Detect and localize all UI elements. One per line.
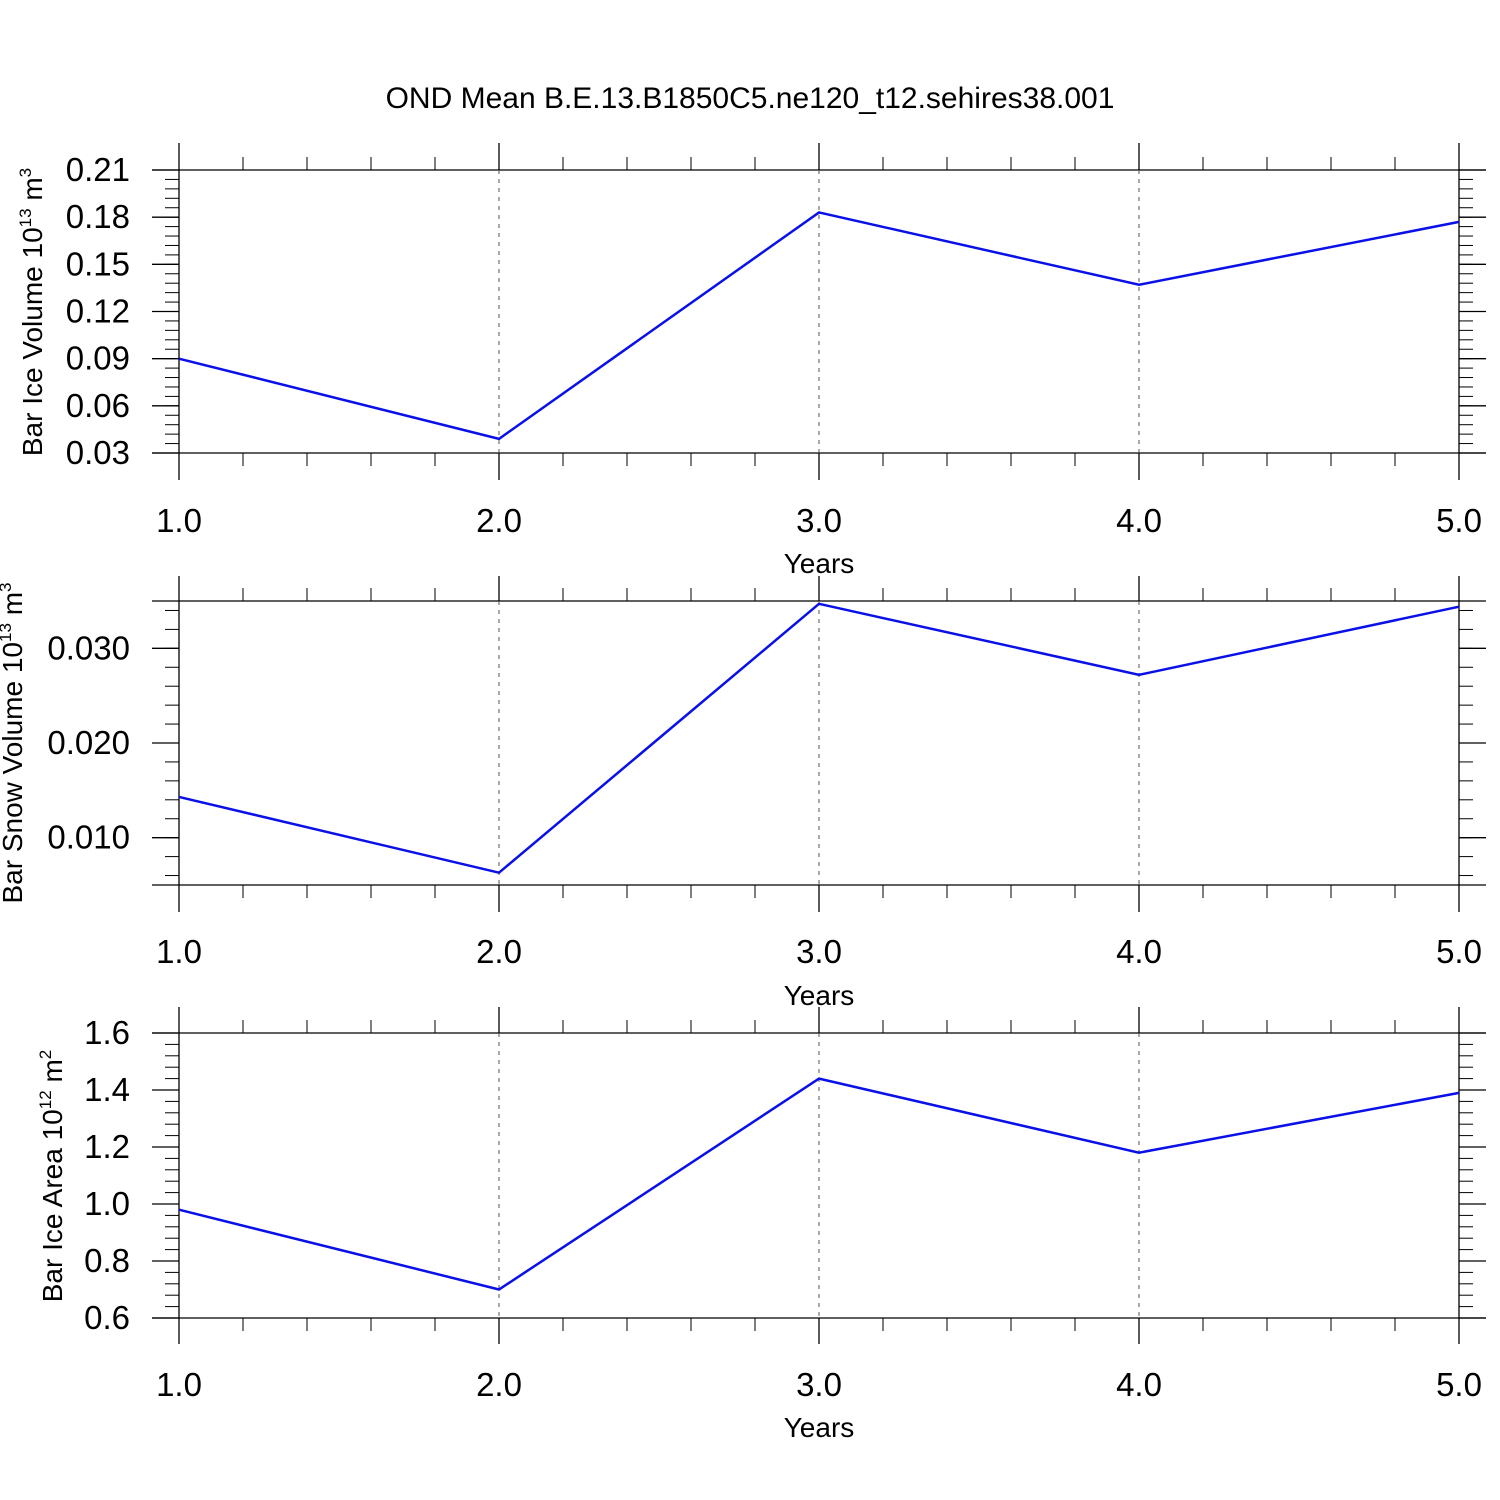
x-tick-label: 2.0 (476, 502, 522, 539)
panel-3: 1.0 2.0 3.0 4.0 5.0 0.6 0.8 1.0 1.2 1.4 1.6 Years Ba… (36, 1007, 1486, 1443)
y-tick-label: 1.6 (84, 1014, 130, 1051)
x-axis-label: Years (784, 1412, 855, 1443)
y-tick-label: 0.03 (66, 434, 130, 471)
y-axis-label: Bar Ice Volume 1013 m3 (16, 168, 48, 456)
series-line (178, 1077, 1460, 1291)
x-tick-label: 3.0 (796, 933, 842, 970)
figure-title: OND Mean B.E.13.B1850C5.ne120_t12.sehire… (386, 82, 1115, 115)
y-axis-label-superscript: 3 (16, 168, 35, 177)
y-tick-label: 0.21 (66, 151, 130, 188)
y-tick-label: 0.15 (66, 245, 130, 282)
y-tick-label: 0.18 (66, 198, 130, 235)
y-tick-label: 0.6 (84, 1299, 130, 1336)
x-tick-label: 4.0 (1116, 502, 1162, 539)
y-axis-label-superscript: 12 (36, 1090, 55, 1109)
x-tick-label: 5.0 (1436, 502, 1482, 539)
x-tick-label: 3.0 (796, 502, 842, 539)
y-tick-label: 0.030 (47, 629, 130, 666)
x-tick-label: 2.0 (476, 1366, 522, 1403)
y-tick-label: 0.12 (66, 293, 130, 330)
series-line (178, 602, 1460, 875)
y-axis-label-part: Bar Snow Volume 10 (0, 642, 28, 904)
y-axis-label-part: m (37, 1059, 68, 1090)
x-tick-label: 1.0 (156, 933, 202, 970)
y-axis-label-superscript: 13 (16, 208, 35, 227)
y-axis-label-superscript: 2 (36, 1050, 55, 1059)
y-tick-label: 0.8 (84, 1242, 130, 1279)
x-axis-label: Years (784, 980, 855, 1011)
y-axis-label-part: m (17, 177, 48, 208)
x-tick-label: 1.0 (156, 502, 202, 539)
x-tick-label: 4.0 (1116, 933, 1162, 970)
panel-1: 1.0 2.0 3.0 4.0 5.0 0.03 0.06 0.09 0.12 0.15 0.18 0… (16, 143, 1486, 579)
y-tick-label: 1.2 (84, 1128, 130, 1165)
x-tick-label: 5.0 (1436, 1366, 1482, 1403)
x-tick-label: 5.0 (1436, 933, 1482, 970)
y-axis-label-superscript: 3 (0, 583, 15, 592)
x-tick-label: 1.0 (156, 1366, 202, 1403)
y-tick-label: 0.020 (47, 724, 130, 761)
y-axis-label: Bar Ice Area 1012 m2 (36, 1050, 68, 1303)
y-tick-label: 1.0 (84, 1185, 130, 1222)
y-tick-label: 0.06 (66, 387, 130, 424)
x-tick-label: 4.0 (1116, 1366, 1162, 1403)
y-tick-label: 1.4 (84, 1071, 130, 1108)
y-tick-label: 0.09 (66, 340, 130, 377)
x-tick-label: 2.0 (476, 933, 522, 970)
y-axis-label-part: Bar Ice Area 10 (37, 1109, 68, 1302)
y-axis-label-part: m (0, 592, 28, 623)
panel-2: 1.0 2.0 3.0 4.0 5.0 0.010 0.020 0.030 Years Bar S… (0, 576, 1486, 1011)
y-axis-label-part: Bar Ice Volume 10 (17, 227, 48, 456)
series-line (178, 211, 1460, 441)
x-axis-label: Years (784, 548, 855, 579)
x-tick-label: 3.0 (796, 1366, 842, 1403)
y-axis-label: Bar Snow Volume 1013 m3 (0, 583, 28, 904)
panels: 1.0 2.0 3.0 4.0 5.0 0.03 0.06 0.09 0.12 0.15 0.18 0… (0, 143, 1486, 1443)
y-axis-label-superscript: 13 (0, 623, 15, 642)
y-tick-label: 0.010 (47, 819, 130, 856)
